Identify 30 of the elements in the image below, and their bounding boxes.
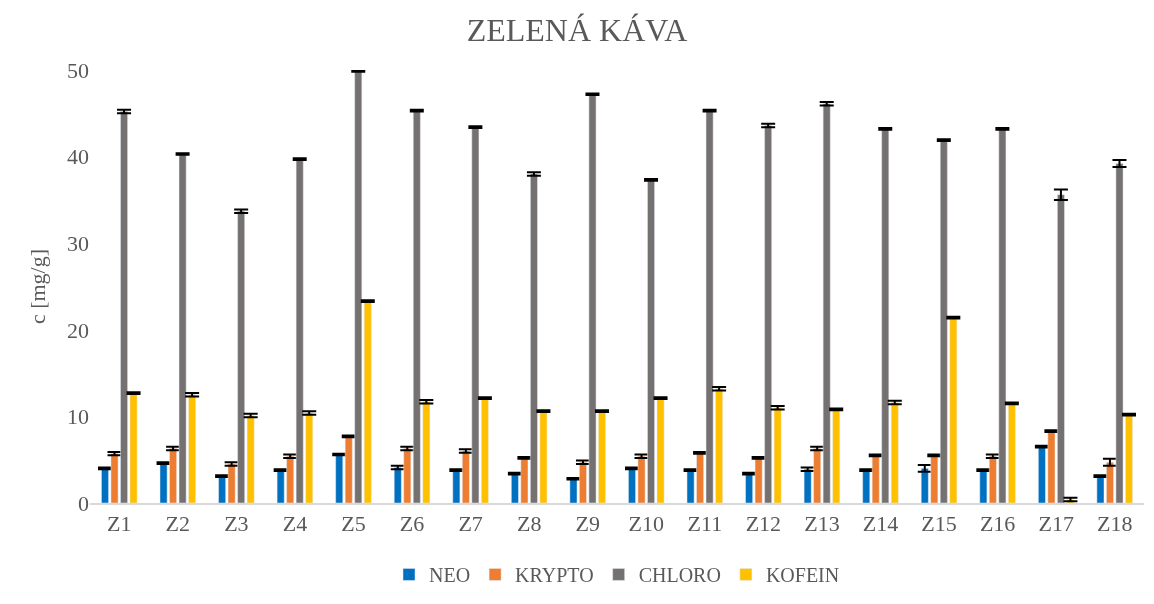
x-tick-label: Z5 xyxy=(341,511,366,537)
y-tick-label: 0 xyxy=(78,490,89,516)
x-tick-label: Z13 xyxy=(804,511,840,537)
x-tick-label: Z18 xyxy=(1096,511,1133,537)
x-tick-label: Z8 xyxy=(516,511,542,537)
legend-label: KOFEIN xyxy=(765,564,840,587)
x-tick-label: Z11 xyxy=(687,511,723,537)
legend-label: CHLORO xyxy=(638,564,721,587)
x-tick-label: Z12 xyxy=(745,511,782,537)
x-tick-label: Z6 xyxy=(399,511,425,537)
chart-title: ZELENÁ KÁVA xyxy=(466,11,688,48)
y-axis-title: c [mg/g] xyxy=(24,248,50,325)
legend-label: NEO xyxy=(429,564,471,587)
x-tick-label: Z10 xyxy=(628,511,665,537)
x-tick-label: Z15 xyxy=(921,511,957,537)
x-tick-label: Z3 xyxy=(224,511,249,537)
x-tick-label: Z16 xyxy=(979,511,1016,537)
x-tick-label: Z9 xyxy=(575,511,600,537)
x-tick-label: Z2 xyxy=(165,511,191,537)
y-tick-label: 50 xyxy=(67,57,89,83)
y-tick-label: 20 xyxy=(67,317,89,343)
x-tick-label: Z17 xyxy=(1038,511,1074,537)
y-tick-label: 10 xyxy=(67,404,89,430)
legend-label: KRYPTO xyxy=(515,564,594,587)
x-tick-label: Z4 xyxy=(282,511,308,537)
y-tick-label: 40 xyxy=(67,144,89,170)
x-tick-label: Z1 xyxy=(107,511,132,537)
x-tick-label: Z14 xyxy=(862,511,899,537)
y-tick-label: 30 xyxy=(67,230,89,256)
x-tick-label: Z7 xyxy=(458,511,483,537)
